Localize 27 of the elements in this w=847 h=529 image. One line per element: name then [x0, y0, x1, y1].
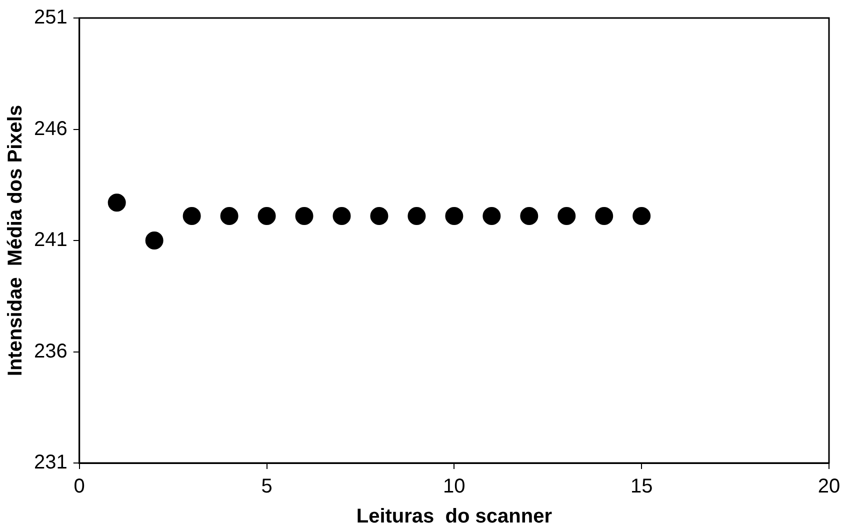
point: [332, 207, 351, 226]
y-tick-label: 231: [34, 452, 68, 474]
point: [182, 207, 201, 226]
x-axis-title: Leituras do scanner: [356, 506, 552, 528]
y-tick-label: 246: [34, 118, 68, 140]
x-tick-label: 10: [443, 476, 466, 498]
point: [445, 207, 464, 226]
point: [632, 207, 651, 226]
point: [370, 207, 388, 226]
point: [558, 207, 576, 226]
x-tick-label: 5: [261, 476, 272, 498]
x-tick-label: 15: [630, 476, 653, 498]
point: [258, 207, 276, 226]
y-tick-label: 236: [34, 340, 68, 362]
point: [295, 207, 314, 226]
x-tick-label: 20: [818, 476, 840, 498]
x-tick-label: 0: [74, 476, 85, 498]
point: [482, 207, 501, 226]
point: [408, 207, 426, 226]
y-tick-label: 241: [34, 229, 68, 252]
point: [220, 207, 238, 226]
point: [520, 207, 538, 226]
y-axis-title: Intensidae Média dos Pixels: [4, 104, 27, 376]
point: [595, 207, 614, 226]
y-tick-label: 251: [34, 6, 68, 29]
point: [145, 232, 164, 250]
point: [108, 194, 126, 212]
